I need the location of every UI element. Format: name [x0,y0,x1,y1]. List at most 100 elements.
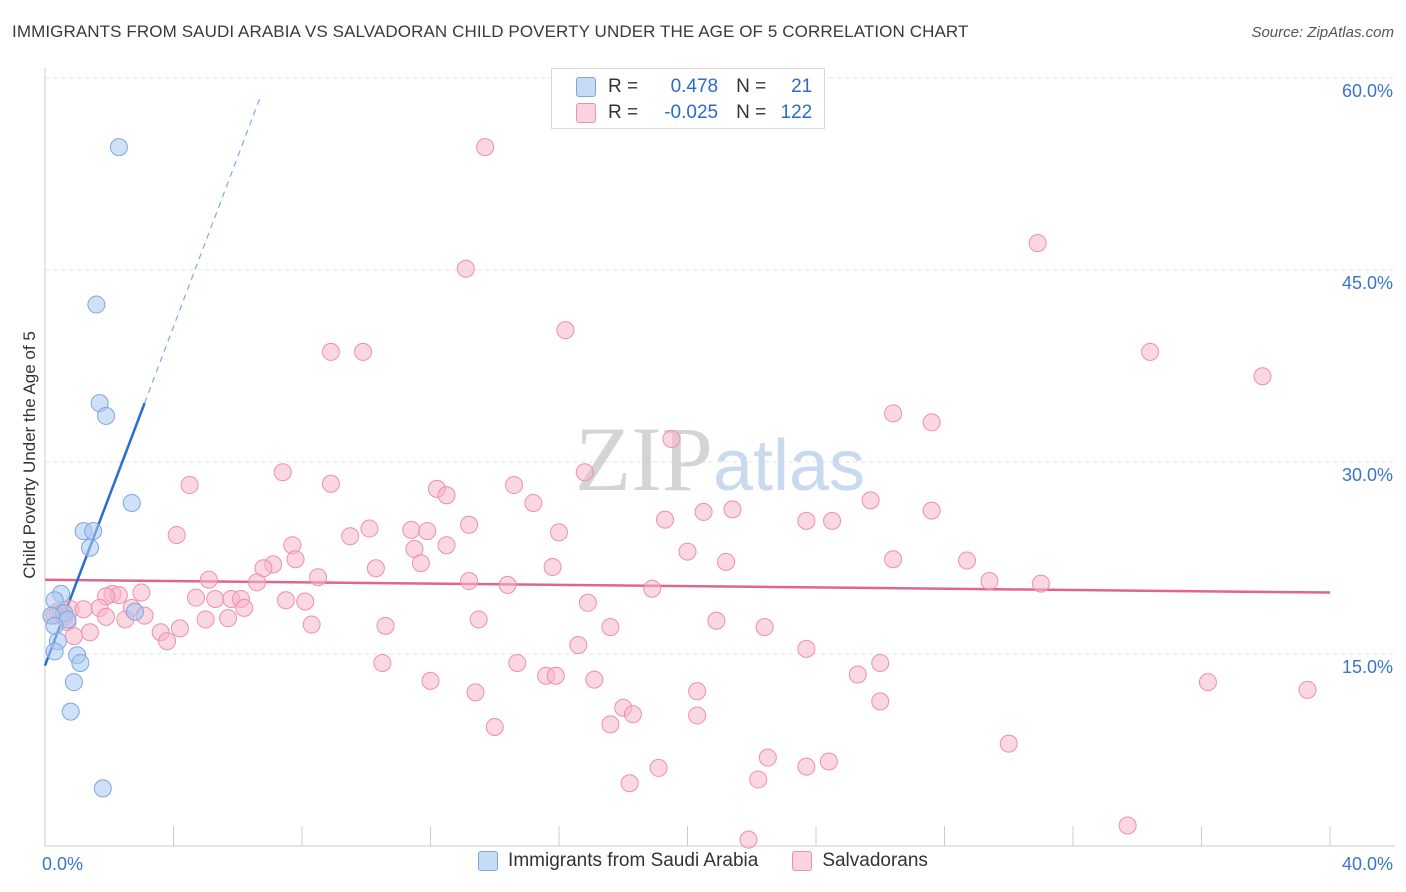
legend-r-label: R = [608,76,639,97]
data-point [61,702,80,721]
x-tick-label-min: 0.0% [42,854,83,874]
legend-swatch-saudi [478,851,499,871]
y-tick-label: 45.0% [1342,273,1393,293]
data-point [922,413,941,432]
data-point [354,342,373,361]
data-point [418,522,437,541]
data-point [797,639,816,658]
data-point [476,138,495,157]
legend-n-value: 122 [780,102,813,123]
chart-title: IMMIGRANTS FROM SAUDI ARABIA VS SALVADOR… [12,22,969,41]
data-point [437,536,456,555]
data-point [122,493,141,512]
legend-row-saudi: R = 0.478 N = 21 [576,75,812,99]
legend-label-salvadoran: Salvadorans [822,850,928,871]
legend-n-value: 21 [791,76,813,97]
data-point [620,774,639,793]
data-point [643,579,662,598]
watermark: ZIPatlas [575,408,865,510]
tick-labels: 15.0% 30.0% 45.0% 60.0% 0.0% 40.0% [42,81,1393,874]
data-points [42,138,1317,849]
legend-label-saudi: Immigrants from Saudi Arabia [508,850,759,871]
data-point [758,748,777,767]
data-point [167,525,186,544]
data-point [498,575,517,594]
data-point [688,682,707,701]
data-point [601,618,620,637]
data-point [402,520,421,539]
data-point [309,568,328,587]
data-point [623,705,642,724]
data-point [578,593,597,612]
data-point [286,550,305,569]
data-point [755,618,774,637]
trend-line-saudi-extension [144,96,261,404]
data-point [125,602,144,621]
data-point [980,572,999,591]
data-point [170,619,189,638]
data-point [543,557,562,576]
data-point [158,632,177,651]
data-point [80,538,99,557]
data-point [80,623,99,642]
data-point [199,570,218,589]
legend-row-salvadoran: R = -0.025 N = 122 [576,101,812,125]
legend-swatch-salvadoran [792,851,813,871]
legend-item-saudi[interactable]: Immigrants from Saudi Arabia [478,850,758,872]
data-point [71,653,90,672]
data-point [97,607,116,626]
legend-r-value: -0.025 [664,102,719,123]
data-point [64,673,83,692]
data-point [550,523,568,542]
data-point [739,830,758,849]
legend-r-label: R = [608,102,639,123]
data-point [662,429,681,448]
data-point [341,527,360,546]
data-point [656,510,675,529]
data-point [1198,673,1217,692]
data-point [569,636,588,655]
data-point [421,671,440,690]
data-point [717,552,736,571]
source-credit: Source: ZipAtlas.com [1251,24,1394,41]
data-point [556,321,575,340]
data-point [871,653,890,672]
data-point [366,559,385,578]
data-point [84,522,103,541]
data-point [45,616,64,635]
data-point [373,653,392,672]
data-point [360,519,379,538]
data-point [219,609,238,628]
data-point [469,610,488,629]
data-point [180,476,199,495]
data-point [411,554,430,573]
legend-n-label: N = [736,102,767,123]
data-point [460,515,479,534]
y-tick-label: 60.0% [1342,81,1393,101]
trend-lines [43,96,1331,666]
data-point [649,758,668,777]
y-tick-label: 30.0% [1342,465,1393,485]
data-point [1298,680,1317,699]
data-point [87,295,106,314]
legend-item-salvadoran[interactable]: Salvadorans [792,850,928,872]
series-legend: Immigrants from Saudi Arabia Salvadorans [0,850,1406,872]
data-point [64,627,83,646]
data-point [321,342,340,361]
axes [44,68,1395,847]
x-tick-label-max: 40.0% [1342,854,1393,874]
data-point [206,589,225,608]
data-point [1031,574,1050,593]
legend-r-value: 0.478 [670,76,719,97]
data-point [273,463,292,482]
data-point [601,715,620,734]
data-point [186,588,205,607]
data-point [575,463,594,482]
correlation-legend: R = 0.478 N = 21 R = -0.025 N = 122 [551,68,825,129]
data-point [437,486,456,505]
data-point [45,642,64,661]
data-point [97,406,116,425]
data-point [861,491,880,510]
data-point [1253,367,1272,386]
